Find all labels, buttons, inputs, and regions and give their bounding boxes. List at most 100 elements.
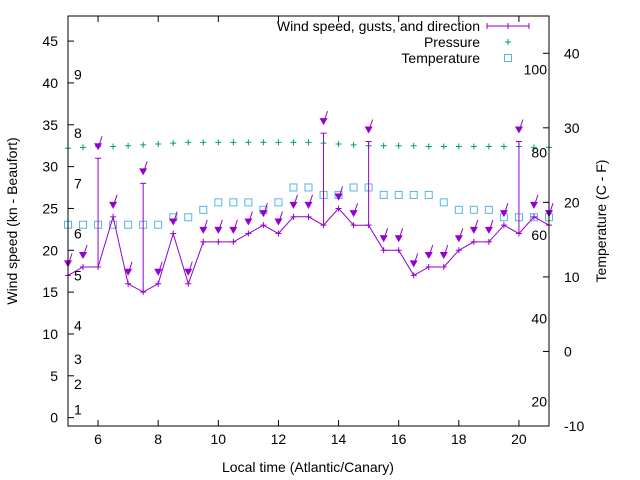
wind-direction-arrowhead xyxy=(139,168,148,176)
legend-wind-marker xyxy=(505,23,511,29)
wind-speed-point xyxy=(320,222,327,229)
y-right-tick-label: 10 xyxy=(564,269,580,285)
pressure-point xyxy=(305,139,312,146)
pressure-point xyxy=(395,142,402,149)
temperature-point xyxy=(184,213,193,222)
wind-speed-point xyxy=(305,213,312,220)
wind-speed-point xyxy=(200,238,207,245)
temperature-point xyxy=(484,205,493,214)
y-left-tick-label: 25 xyxy=(42,200,58,216)
beaufort-label: 6 xyxy=(74,226,82,242)
temperature-point xyxy=(79,220,88,229)
pressure-point xyxy=(470,143,477,150)
temperature-point xyxy=(244,198,253,207)
wind-direction-arrowhead xyxy=(529,201,538,209)
fahrenheit-label: 100 xyxy=(524,62,548,78)
wind-direction-arrowhead xyxy=(94,143,103,151)
wind-direction-arrowhead xyxy=(109,201,118,209)
legend-label: Wind speed, gusts, and direction xyxy=(277,18,480,34)
temperature-point xyxy=(199,205,208,214)
pressure-point xyxy=(260,139,267,146)
wind-direction-arrowhead xyxy=(124,268,133,276)
wind-direction-arrowhead xyxy=(154,268,163,276)
wind-speed-point xyxy=(455,247,462,254)
wind-direction-arrowhead xyxy=(229,226,238,234)
beaufort-label: 9 xyxy=(74,67,82,83)
wind-direction-arrowhead xyxy=(259,210,268,218)
wind-speed-point xyxy=(530,213,537,220)
wind-direction-arrowhead xyxy=(499,210,508,218)
wind-direction-arrowhead xyxy=(454,235,463,243)
pressure-point xyxy=(245,139,252,146)
temperature-point xyxy=(424,190,433,199)
pressure-point xyxy=(155,141,162,148)
y-left-tick-label: 40 xyxy=(42,75,58,91)
pressure-point xyxy=(215,139,222,146)
temperature-point xyxy=(304,183,313,192)
plot-frame xyxy=(67,15,550,427)
wind-direction-arrowhead xyxy=(349,210,358,218)
y-right-tick-label: -10 xyxy=(564,418,584,434)
wind-direction-arrowhead xyxy=(364,126,373,134)
wind-speed-point xyxy=(500,222,507,229)
wind-speed-point xyxy=(440,264,447,271)
beaufort-label: 2 xyxy=(74,376,82,392)
temperature-point xyxy=(394,190,403,199)
beaufort-label: 3 xyxy=(74,351,82,367)
x-tick-label: 6 xyxy=(94,431,102,447)
wind-direction-arrowhead xyxy=(334,193,343,201)
wind-speed-point xyxy=(380,247,387,254)
wind-direction-arrowhead xyxy=(439,252,448,260)
wind-speed-point xyxy=(470,238,477,245)
pressure-point xyxy=(335,141,342,148)
wind-speed-point xyxy=(335,205,342,212)
temperature-point xyxy=(379,190,388,199)
temperature-point xyxy=(109,220,118,229)
wind-speed-point xyxy=(365,222,372,229)
temperature-point xyxy=(349,183,358,192)
wind-direction-arrowhead xyxy=(484,226,493,234)
legend: Wind speed, gusts, and directionPressure… xyxy=(277,18,530,66)
wind-speed-point xyxy=(485,238,492,245)
wind-speed-point xyxy=(245,230,252,237)
y-left-tick-label: 10 xyxy=(42,326,58,342)
wind-direction-arrowhead xyxy=(424,252,433,260)
wind-direction-arrowhead xyxy=(379,235,388,243)
y-left-tick-label: 20 xyxy=(42,242,58,258)
temperature-point xyxy=(409,190,418,199)
temperature-point xyxy=(454,205,463,214)
x-tick-label: 14 xyxy=(331,431,347,447)
pressure-point xyxy=(500,143,507,150)
pressure-point xyxy=(275,139,282,146)
pressure-point xyxy=(530,144,537,151)
wind-speed-point xyxy=(80,264,87,271)
x-tick-label: 18 xyxy=(451,431,467,447)
series-layer xyxy=(64,110,554,296)
wind-speed-point xyxy=(350,222,357,229)
temperature-point xyxy=(214,198,223,207)
wind-direction-arrowhead xyxy=(319,118,328,126)
pressure-point xyxy=(380,142,387,149)
y-left-tick-label: 30 xyxy=(42,159,58,175)
pressure-point xyxy=(455,143,462,150)
beaufort-label: 5 xyxy=(74,267,82,283)
wind-direction-arrowhead xyxy=(244,218,253,226)
temperature-point xyxy=(469,205,478,214)
legend-pressure-marker xyxy=(505,39,511,45)
wind-speed-point xyxy=(170,230,177,237)
wind-direction-arrowhead xyxy=(274,218,283,226)
x-tick-label: 8 xyxy=(154,431,162,447)
wind-speed-point xyxy=(185,280,192,287)
pressure-point xyxy=(200,139,207,146)
x-tick-label: 20 xyxy=(511,431,527,447)
wind-direction-arrowhead xyxy=(169,218,178,226)
beaufort-label: 4 xyxy=(74,318,82,334)
pressure-point xyxy=(410,142,417,149)
wind-speed-point xyxy=(125,280,132,287)
legend-label: Pressure xyxy=(424,34,480,50)
y-left-axis-label: Wind speed (kn - Beaufort) xyxy=(4,137,20,304)
wind-speed-point xyxy=(275,230,282,237)
pressure-point xyxy=(350,141,357,148)
wind-direction-arrowhead xyxy=(394,235,403,243)
